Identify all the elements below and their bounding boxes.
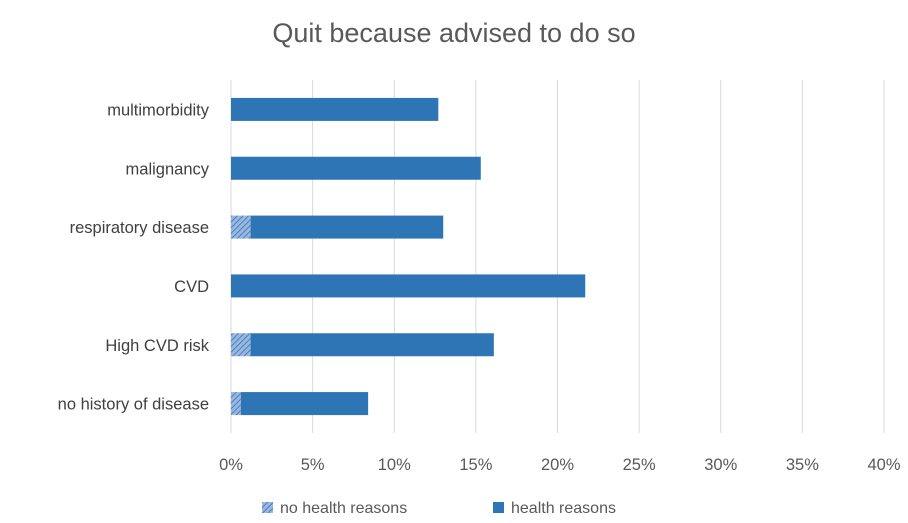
bar-health-reasons — [240, 392, 369, 416]
category-label: no history of disease — [58, 396, 209, 414]
legend-label: health reasons — [511, 500, 616, 517]
x-tick-label: 10% — [378, 456, 411, 474]
x-tick-label: 5% — [301, 456, 325, 474]
x-tick-label: 25% — [623, 456, 656, 474]
bar-health-reasons — [231, 97, 439, 121]
category-label: malignancy — [126, 160, 210, 178]
x-tick-label: 30% — [704, 456, 737, 474]
x-tick-label: 0% — [219, 456, 243, 474]
category-label: multimorbidity — [107, 101, 210, 119]
category-label: respiratory disease — [70, 219, 209, 237]
chart-title: Quit because advised to do so — [272, 18, 635, 48]
bar-no-health-reasons — [231, 215, 251, 239]
bars — [231, 97, 586, 416]
bar-health-reasons — [231, 274, 586, 298]
x-tick-label: 40% — [867, 456, 900, 474]
gridlines — [230, 80, 885, 433]
category-label: High CVD risk — [105, 337, 209, 355]
x-tick-labels: 0% 5% 10% 15% 20% 25% 30% 35% 40% — [219, 456, 901, 474]
category-labels: multimorbidity malignancy respiratory dise… — [58, 101, 210, 413]
bar-no-health-reasons — [231, 333, 251, 357]
x-tick-label: 20% — [541, 456, 574, 474]
legend-label: no health reasons — [280, 500, 407, 517]
bar-health-reasons — [250, 333, 494, 357]
legend: no health reasons health reasons — [262, 500, 616, 517]
bar-health-reasons — [231, 156, 481, 180]
legend-swatch — [262, 502, 273, 513]
legend-swatch — [493, 502, 504, 513]
x-tick-label: 35% — [786, 456, 819, 474]
bar-no-health-reasons — [231, 392, 241, 416]
x-tick-label: 15% — [459, 456, 492, 474]
bar-health-reasons — [250, 215, 444, 239]
category-label: CVD — [174, 278, 209, 296]
